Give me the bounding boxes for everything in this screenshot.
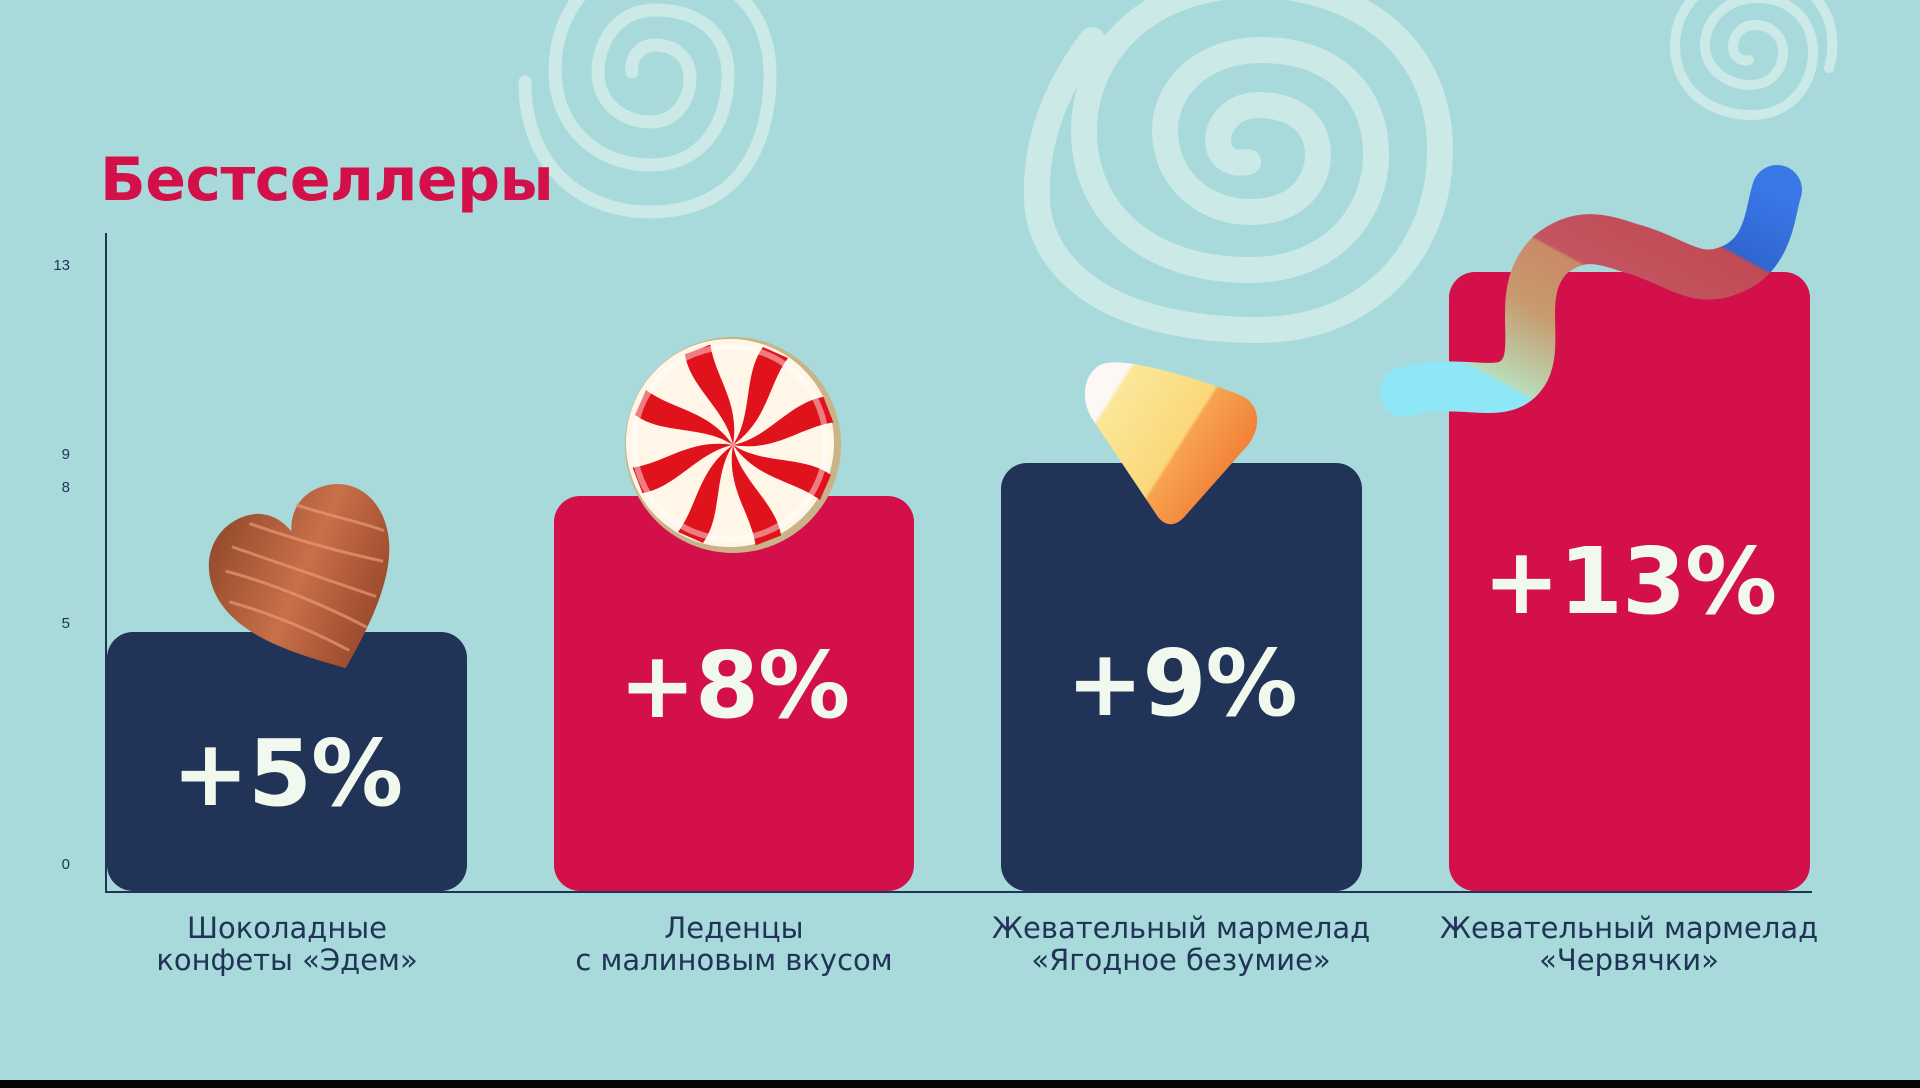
y-tick-9: 9: [61, 446, 70, 463]
chocolate-heart-icon: [208, 484, 390, 669]
bar-value-label: +8%: [618, 632, 850, 739]
category-label-worm-gummies: Жевательный мармелад «Червячки»: [1429, 912, 1829, 976]
label-line-1: Леденцы: [664, 911, 804, 945]
spiral-decoration-1: [518, 0, 777, 219]
y-tick-13: 13: [53, 257, 70, 274]
bar-value-label: +5%: [171, 720, 403, 827]
label-line-2: «Червячки»: [1539, 943, 1719, 977]
bar-berry-gummies: +9%: [1001, 463, 1362, 891]
category-label-lollipops: Леденцы с малиновым вкусом: [534, 912, 934, 976]
spiral-decoration-2: [1023, 0, 1454, 344]
peppermint-candy-icon: [625, 337, 841, 553]
bar-value-label: +9%: [1066, 630, 1297, 737]
candy-corn-icon: [1084, 362, 1258, 525]
y-tick-5: 5: [61, 615, 70, 632]
y-axis-line: [105, 233, 107, 893]
spiral-decoration-3: [1669, 0, 1838, 121]
category-label-chocolate: Шоколадные конфеты «Эдем»: [87, 912, 487, 976]
label-line-2: «Ягодное безумие»: [1031, 943, 1331, 977]
bar-value-label: +13%: [1482, 528, 1777, 635]
page-title: Бестселлеры: [100, 145, 554, 215]
label-line-2: с малиновым вкусом: [575, 943, 893, 977]
x-axis-line: [105, 891, 1812, 893]
y-tick-0: 0: [61, 856, 70, 873]
label-line-1: Жевательный мармелад: [991, 911, 1371, 945]
y-tick-8: 8: [61, 479, 70, 496]
category-label-berry-gummies: Жевательный мармелад «Ягодное безумие»: [981, 912, 1381, 976]
bottom-border-strip: [0, 1080, 1920, 1088]
bar-lollipops: +8%: [554, 496, 914, 891]
bar-chocolate: +5%: [107, 632, 467, 891]
label-line-1: Жевательный мармелад: [1439, 911, 1819, 945]
gummy-worm-icon: [1380, 165, 1802, 417]
label-line-1: Шоколадные: [186, 911, 388, 945]
label-line-2: конфеты «Эдем»: [156, 943, 418, 977]
